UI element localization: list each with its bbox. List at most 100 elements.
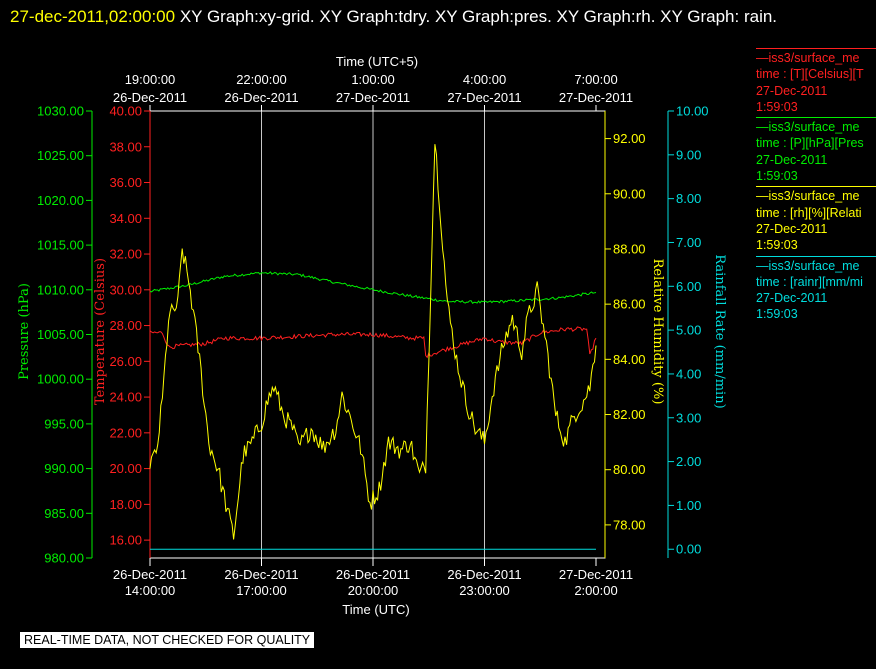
axis-labels: 26-Dec-201114:00:0019:00:0026-Dec-201126… [17, 54, 727, 617]
rain-tick-label: 3.00 [676, 410, 701, 425]
top-tick-date: 26-Dec-2011 [224, 90, 298, 105]
temperature-tick-label: 32.00 [109, 247, 142, 262]
legend-source: —iss3/surface_me [756, 189, 860, 204]
rain-tick-label: 2.00 [676, 454, 701, 469]
grid-lines [261, 111, 485, 558]
temperature-tick-label: 22.00 [109, 425, 142, 440]
humidity-tick-label: 90.00 [613, 186, 646, 201]
rain-tick-label: 10.00 [676, 104, 709, 119]
top-tick-date: 27-Dec-2011 [336, 90, 410, 105]
temperature-tick-label: 16.00 [109, 533, 142, 548]
humidity-tick-label: 92.00 [613, 131, 646, 146]
pressure-tick-label: 980.00 [44, 551, 84, 566]
legend-field: time : [P][hPa][Pres [756, 136, 864, 151]
humidity-axis-title: Relative Humidity (%) [650, 259, 665, 405]
pressure-tick-label: 1015.00 [37, 238, 84, 253]
pressure-tick-label: 1020.00 [37, 193, 84, 208]
bottom-tick-date: 26-Dec-2011 [336, 567, 410, 582]
bottom-axis-title: Time (UTC) [342, 602, 409, 617]
bottom-tick-time: 23:00:00 [459, 583, 510, 598]
legend-source: —iss3/surface_me [756, 258, 860, 273]
humidity-tick-label: 82.00 [613, 407, 646, 422]
bottom-tick-time: 14:00:00 [125, 583, 176, 598]
legend-date: 27-Dec-2011 [756, 83, 828, 98]
legend-entry-humidity: —iss3/surface_me time : [rh][%][Relati 2… [756, 186, 876, 253]
rain-tick-label: 4.00 [676, 366, 701, 381]
legend-time: 1:59:03 [756, 99, 798, 114]
legend-field: time : [T][Celsius][T [756, 67, 864, 82]
temperature-tick-label: 40.00 [109, 104, 142, 119]
graph-timestamp: 27-dec-2011,02:00:00 [10, 7, 176, 26]
humidity-series-line [149, 144, 597, 540]
top-tick-date: 26-Dec-2011 [113, 90, 187, 105]
bottom-tick-time: 2:00:00 [574, 583, 617, 598]
legend-field: time : [rainr][mm/mi [756, 274, 863, 289]
temperature-tick-label: 38.00 [109, 139, 142, 154]
rain-tick-label: 8.00 [676, 191, 701, 206]
temperature-axis-title: Temperature (Celsius) [93, 258, 108, 405]
bottom-tick-time: 20:00:00 [348, 583, 399, 598]
top-tick-time: 1:00:00 [351, 72, 394, 87]
legend-time: 1:59:03 [756, 307, 798, 322]
rain-axis-title: Rainfall Rate (mm/min) [712, 254, 727, 408]
humidity-tick-label: 80.00 [613, 462, 646, 477]
legend-date: 27-Dec-2011 [756, 291, 828, 306]
pressure-tick-label: 1025.00 [37, 148, 84, 163]
rain-tick-label: 9.00 [676, 147, 701, 162]
rain-tick-label: 6.00 [676, 279, 701, 294]
pressure-tick-label: 995.00 [44, 416, 84, 431]
axes [86, 105, 674, 566]
pressure-series-line [149, 271, 597, 305]
series-lines [149, 144, 597, 550]
temperature-tick-label: 20.00 [109, 461, 142, 476]
top-tick-time: 22:00:00 [236, 72, 287, 87]
legend-entry-temperature: —iss3/surface_me time : [T][Celsius][T 2… [756, 48, 876, 115]
bottom-tick-date: 26-Dec-2011 [224, 567, 298, 582]
rain-tick-label: 7.00 [676, 235, 701, 250]
top-tick-time: 4:00:00 [463, 72, 506, 87]
legend-field: time : [rh][%][Relati [756, 205, 862, 220]
legend-entry-pressure: —iss3/surface_me time : [P][hPa][Pres 27… [756, 117, 876, 184]
pressure-tick-label: 1005.00 [37, 327, 84, 342]
temperature-tick-label: 30.00 [109, 282, 142, 297]
legend-date: 27-Dec-2011 [756, 221, 828, 236]
legend-date: 27-Dec-2011 [756, 152, 828, 167]
legend-entry-rainfall: —iss3/surface_me time : [rainr][mm/mi 27… [756, 255, 876, 323]
temperature-tick-label: 28.00 [109, 318, 142, 333]
temperature-tick-label: 36.00 [109, 175, 142, 190]
legend-time: 1:59:03 [756, 169, 798, 184]
pressure-tick-label: 990.00 [44, 461, 84, 476]
bottom-tick-date: 27-Dec-2011 [559, 567, 633, 582]
pressure-tick-label: 1010.00 [37, 282, 84, 297]
pressure-axis-title: Pressure (hPa) [17, 283, 32, 380]
temperature-tick-label: 34.00 [109, 211, 142, 226]
legend-time: 1:59:03 [756, 238, 798, 253]
bottom-tick-date: 26-Dec-2011 [113, 567, 187, 582]
temperature-tick-label: 18.00 [109, 497, 142, 512]
quality-warning-banner: REAL-TIME DATA, NOT CHECKED FOR QUALITY [20, 632, 315, 648]
pressure-tick-label: 985.00 [44, 506, 84, 521]
humidity-tick-label: 88.00 [613, 241, 646, 256]
pressure-tick-label: 1000.00 [37, 372, 84, 387]
top-axis-title: Time (UTC+5) [336, 54, 418, 69]
temperature-tick-label: 24.00 [109, 390, 142, 405]
bottom-tick-date: 26-Dec-2011 [447, 567, 521, 582]
pressure-tick-label: 1030.00 [37, 104, 84, 119]
legend-source: —iss3/surface_me [756, 120, 860, 135]
legend: —iss3/surface_me time : [T][Celsius][T 2… [756, 48, 876, 325]
bottom-tick-time: 17:00:00 [236, 583, 287, 598]
top-tick-date: 27-Dec-2011 [559, 90, 633, 105]
humidity-tick-label: 84.00 [613, 352, 646, 367]
temperature-tick-label: 26.00 [109, 354, 142, 369]
temperature-series-line [149, 326, 597, 359]
humidity-tick-label: 78.00 [613, 517, 646, 532]
top-tick-time: 7:00:00 [574, 72, 617, 87]
graph-list: XY Graph:xy-grid. XY Graph:tdry. XY Grap… [179, 7, 778, 26]
top-tick-time: 19:00:00 [125, 72, 176, 87]
top-tick-date: 27-Dec-2011 [447, 90, 521, 105]
humidity-tick-label: 86.00 [613, 297, 646, 312]
rain-tick-label: 5.00 [676, 323, 701, 338]
rain-tick-label: 1.00 [676, 498, 701, 513]
rain-tick-label: 0.00 [676, 542, 701, 557]
